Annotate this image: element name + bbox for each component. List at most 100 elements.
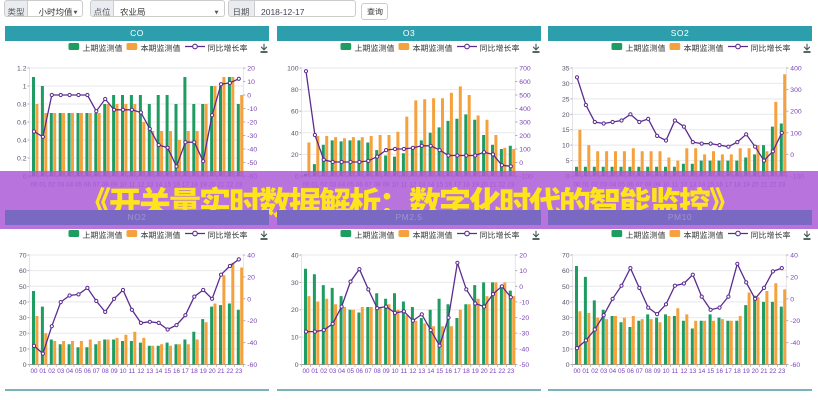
svg-text:01: 01 xyxy=(311,368,319,375)
svg-text:11: 11 xyxy=(672,368,679,375)
svg-text:600: 600 xyxy=(519,79,531,86)
svg-text:10: 10 xyxy=(662,368,670,375)
svg-text:19: 19 xyxy=(472,368,480,375)
svg-text:60: 60 xyxy=(562,268,570,275)
svg-text:23: 23 xyxy=(507,368,515,375)
svg-text:05: 05 xyxy=(75,368,83,375)
svg-text:18: 18 xyxy=(191,368,199,375)
svg-text:14: 14 xyxy=(155,368,163,375)
svg-text:20: 20 xyxy=(291,307,299,314)
svg-text:35: 35 xyxy=(562,66,570,73)
svg-text:09: 09 xyxy=(654,368,662,375)
svg-text:20: 20 xyxy=(247,274,255,281)
svg-text:21: 21 xyxy=(217,368,225,375)
svg-text:05: 05 xyxy=(618,368,626,375)
svg-text:20: 20 xyxy=(752,368,760,375)
svg-text:07: 07 xyxy=(636,368,644,375)
svg-text:17: 17 xyxy=(454,368,462,375)
svg-text:400: 400 xyxy=(790,66,802,73)
svg-text:22: 22 xyxy=(769,368,777,375)
svg-text:21: 21 xyxy=(489,368,497,375)
svg-text:40: 40 xyxy=(291,130,299,137)
svg-text:09: 09 xyxy=(383,368,391,375)
svg-text:10: 10 xyxy=(519,268,527,275)
svg-text:22: 22 xyxy=(226,368,234,375)
svg-text:-60: -60 xyxy=(247,362,257,369)
svg-text:05: 05 xyxy=(347,368,355,375)
svg-text:13: 13 xyxy=(418,368,426,375)
svg-text:02: 02 xyxy=(48,368,56,375)
svg-text:40: 40 xyxy=(291,253,299,260)
svg-text:09: 09 xyxy=(111,368,119,375)
svg-text:-40: -40 xyxy=(247,147,257,154)
svg-text:20: 20 xyxy=(247,66,255,73)
svg-text:14: 14 xyxy=(427,368,435,375)
svg-text:15: 15 xyxy=(562,127,570,134)
svg-text:30: 30 xyxy=(562,81,570,88)
svg-text:-10: -10 xyxy=(247,106,257,113)
svg-text:-50: -50 xyxy=(247,160,257,167)
svg-text:17: 17 xyxy=(182,368,190,375)
svg-text:25: 25 xyxy=(562,96,570,103)
svg-text:10: 10 xyxy=(119,368,127,375)
svg-text:20: 20 xyxy=(790,274,798,281)
svg-text:11: 11 xyxy=(401,368,408,375)
svg-text:10: 10 xyxy=(562,143,570,150)
svg-text:200: 200 xyxy=(790,109,802,116)
svg-text:0: 0 xyxy=(790,152,794,159)
svg-text:500: 500 xyxy=(519,93,531,100)
svg-text:18: 18 xyxy=(463,368,471,375)
svg-text:30: 30 xyxy=(291,280,299,287)
svg-text:08: 08 xyxy=(374,368,382,375)
svg-text:400: 400 xyxy=(519,106,531,113)
svg-text:5: 5 xyxy=(566,158,570,165)
svg-text:06: 06 xyxy=(627,368,635,375)
svg-text:300: 300 xyxy=(519,120,531,127)
svg-text:12: 12 xyxy=(680,368,688,375)
svg-text:30: 30 xyxy=(562,315,570,322)
svg-text:80: 80 xyxy=(291,87,299,94)
svg-text:-20: -20 xyxy=(247,318,257,325)
svg-text:16: 16 xyxy=(173,368,181,375)
svg-text:60: 60 xyxy=(19,268,27,275)
svg-text:100: 100 xyxy=(790,130,802,137)
svg-text:-40: -40 xyxy=(790,340,800,347)
svg-text:02: 02 xyxy=(591,368,599,375)
svg-text:07: 07 xyxy=(93,368,101,375)
svg-text:15: 15 xyxy=(707,368,715,375)
svg-text:40: 40 xyxy=(247,253,255,260)
svg-text:13: 13 xyxy=(689,368,697,375)
svg-text:20: 20 xyxy=(19,331,27,338)
svg-text:-40: -40 xyxy=(247,340,257,347)
svg-text:200: 200 xyxy=(519,133,531,140)
svg-text:14: 14 xyxy=(698,368,706,375)
svg-text:16: 16 xyxy=(445,368,453,375)
svg-text:-30: -30 xyxy=(519,331,529,338)
svg-text:100: 100 xyxy=(519,147,531,154)
svg-text:23: 23 xyxy=(235,368,243,375)
svg-text:0.4: 0.4 xyxy=(17,138,27,145)
svg-text:1.2: 1.2 xyxy=(17,66,27,73)
svg-text:70: 70 xyxy=(562,253,570,260)
svg-text:01: 01 xyxy=(582,368,590,375)
svg-text:10: 10 xyxy=(19,346,27,353)
svg-text:20: 20 xyxy=(519,253,527,260)
svg-text:0: 0 xyxy=(23,362,27,369)
svg-text:06: 06 xyxy=(356,368,364,375)
svg-text:-50: -50 xyxy=(519,362,529,369)
svg-text:10: 10 xyxy=(291,335,299,342)
svg-text:16: 16 xyxy=(716,368,724,375)
svg-text:04: 04 xyxy=(338,368,346,375)
svg-text:02: 02 xyxy=(320,368,328,375)
svg-text:12: 12 xyxy=(137,368,145,375)
svg-text:10: 10 xyxy=(562,346,570,353)
svg-text:20: 20 xyxy=(562,112,570,119)
svg-text:-60: -60 xyxy=(790,362,800,369)
svg-text:-30: -30 xyxy=(247,133,257,140)
svg-text:20: 20 xyxy=(291,152,299,159)
svg-text:12: 12 xyxy=(409,368,417,375)
svg-text:19: 19 xyxy=(743,368,751,375)
svg-text:0: 0 xyxy=(295,362,299,369)
svg-text:23: 23 xyxy=(778,368,786,375)
svg-text:20: 20 xyxy=(562,331,570,338)
